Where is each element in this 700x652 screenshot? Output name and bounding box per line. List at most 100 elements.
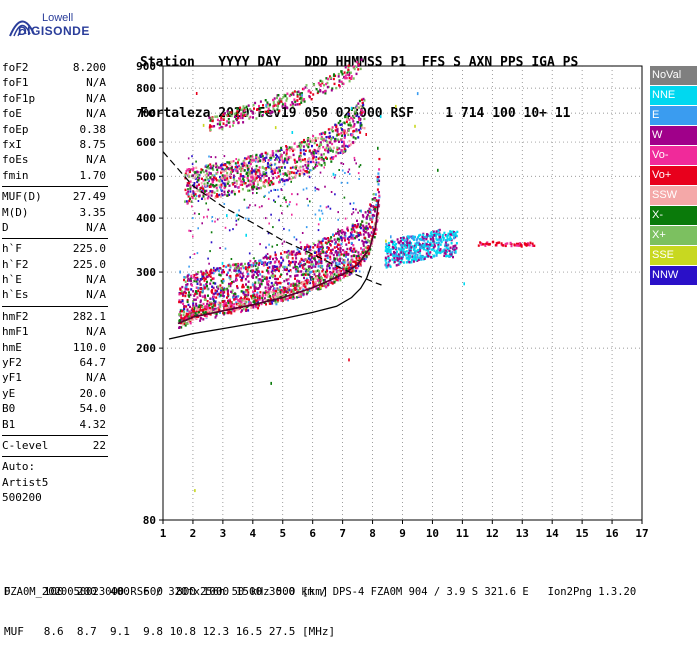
echo-point: [211, 310, 214, 313]
param-name: foEp: [2, 122, 29, 136]
echo-point: [273, 104, 276, 107]
echo-point: [371, 216, 374, 219]
echo-point: [251, 185, 254, 188]
echo-point: [409, 244, 412, 247]
x-tick-label: 1: [160, 527, 167, 540]
echo-point: [350, 259, 353, 262]
echo-point: [186, 274, 189, 277]
echo-point: [221, 127, 224, 131]
echo-point: [362, 103, 365, 107]
echo-point: [269, 112, 272, 115]
echo-point: [220, 186, 223, 189]
echo-point: [439, 235, 442, 238]
noise-point: [201, 222, 203, 225]
echo-point: [205, 169, 208, 173]
echo-point: [274, 299, 277, 302]
echo-point: [420, 258, 423, 261]
echo-point: [183, 276, 186, 279]
echo-point: [242, 285, 245, 289]
echo-point: [237, 267, 240, 270]
echo-point: [319, 84, 322, 88]
noise-point: [213, 174, 216, 177]
echo-point: [198, 280, 201, 283]
echo-point: [344, 74, 347, 77]
echo-point: [210, 172, 212, 175]
echo-point: [289, 264, 291, 267]
noise-point: [283, 197, 285, 200]
echo-point: [416, 253, 419, 257]
echo-point: [232, 296, 234, 299]
echo-point: [265, 276, 268, 279]
echo-point: [212, 277, 215, 280]
echo-point: [294, 263, 296, 266]
echo-point: [314, 283, 317, 286]
echo-point: [222, 279, 225, 283]
echo-point: [190, 168, 193, 171]
echo-point: [336, 133, 339, 136]
echo-point: [255, 276, 258, 279]
echo-point: [480, 242, 483, 245]
echo-point: [230, 312, 233, 315]
echo-point: [206, 193, 208, 196]
echo-point: [262, 173, 265, 176]
echo-point: [199, 319, 202, 322]
echo-point: [201, 275, 204, 278]
echo-point: [294, 100, 297, 103]
echo-point: [412, 255, 415, 258]
echo-point: [277, 156, 280, 159]
param-name: foF1: [2, 76, 29, 90]
noise-point: [317, 229, 320, 232]
echo-point: [394, 255, 397, 258]
echo-point: [292, 250, 295, 253]
echo-point: [251, 171, 254, 174]
echo-point: [254, 281, 257, 284]
echo-point: [327, 247, 330, 250]
echo-point: [193, 274, 196, 277]
echo-point: [353, 225, 356, 228]
echo-point: [353, 254, 356, 258]
echo-point: [367, 222, 370, 226]
noise-point: [320, 209, 323, 212]
echo-point: [266, 101, 269, 104]
echo-point: [276, 287, 279, 290]
echo-point: [274, 294, 277, 297]
echo-point: [254, 170, 257, 173]
echo-point: [255, 153, 258, 157]
echo-point: [355, 266, 357, 270]
echo-point: [327, 128, 330, 131]
echo-point: [376, 188, 379, 191]
echo-point: [439, 251, 442, 255]
echo-point: [280, 289, 283, 292]
echo-point: [437, 251, 440, 254]
echo-point: [265, 156, 268, 159]
echo-point: [197, 305, 200, 309]
echo-point: [210, 279, 213, 282]
echo-point: [345, 253, 348, 256]
echo-point: [178, 293, 181, 296]
echo-point: [421, 246, 424, 249]
echo-point: [285, 268, 288, 272]
echo-point: [240, 180, 242, 183]
echo-point: [239, 106, 242, 109]
noise-point: [333, 176, 336, 179]
param-row: h`E N/A: [2, 272, 108, 287]
echo-point: [196, 272, 199, 275]
echo-point: [368, 240, 371, 243]
echo-point: [272, 102, 275, 105]
echo-point: [231, 303, 234, 307]
echo-point: [389, 253, 392, 256]
echo-point: [214, 268, 217, 272]
echo-point: [316, 254, 318, 257]
echo-point: [304, 272, 307, 275]
density-profile-curve: [168, 265, 372, 340]
echo-point: [355, 231, 358, 234]
param-separator: [2, 305, 108, 307]
echo-point: [454, 249, 457, 253]
echo-point: [235, 301, 238, 304]
echo-point: [323, 139, 326, 142]
noise-point: [359, 209, 361, 212]
noise-point: [295, 238, 298, 241]
noise-point: [377, 146, 379, 150]
echo-point: [315, 151, 318, 155]
echo-point: [234, 297, 237, 301]
